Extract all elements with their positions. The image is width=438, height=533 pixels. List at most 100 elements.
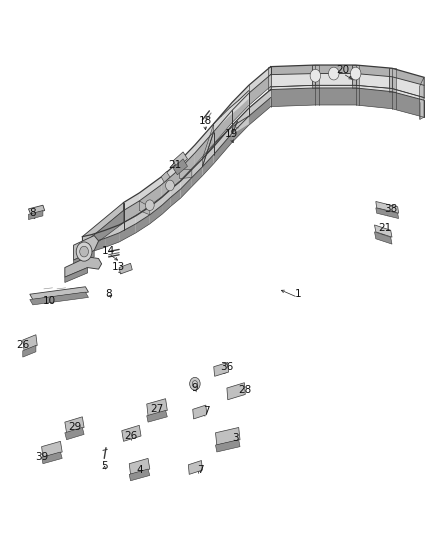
Polygon shape bbox=[195, 124, 214, 153]
Text: 9: 9 bbox=[191, 383, 198, 393]
Polygon shape bbox=[30, 292, 88, 305]
Polygon shape bbox=[82, 203, 124, 245]
Polygon shape bbox=[249, 67, 271, 93]
Polygon shape bbox=[42, 441, 62, 457]
Polygon shape bbox=[173, 159, 187, 175]
Polygon shape bbox=[356, 65, 392, 88]
Polygon shape bbox=[232, 85, 249, 110]
Polygon shape bbox=[420, 77, 424, 119]
Polygon shape bbox=[271, 65, 315, 75]
Text: 39: 39 bbox=[35, 453, 48, 462]
Polygon shape bbox=[161, 172, 170, 182]
Polygon shape bbox=[315, 65, 356, 85]
Polygon shape bbox=[389, 68, 396, 92]
Text: 4: 4 bbox=[136, 465, 143, 475]
Polygon shape bbox=[28, 211, 43, 220]
Polygon shape bbox=[136, 215, 150, 233]
Polygon shape bbox=[374, 232, 392, 244]
Polygon shape bbox=[171, 189, 180, 206]
Polygon shape bbox=[162, 197, 171, 214]
Polygon shape bbox=[249, 75, 271, 106]
Polygon shape bbox=[129, 469, 150, 481]
Polygon shape bbox=[139, 201, 150, 215]
Polygon shape bbox=[192, 167, 202, 187]
Polygon shape bbox=[202, 147, 214, 167]
Polygon shape bbox=[202, 116, 249, 167]
Polygon shape bbox=[374, 225, 392, 237]
Polygon shape bbox=[124, 201, 139, 223]
Circle shape bbox=[145, 200, 154, 211]
Circle shape bbox=[80, 246, 88, 257]
Text: 7: 7 bbox=[197, 465, 204, 475]
Text: 21: 21 bbox=[378, 223, 391, 233]
Polygon shape bbox=[129, 458, 150, 474]
Polygon shape bbox=[356, 88, 392, 109]
Polygon shape bbox=[180, 145, 195, 169]
Text: 18: 18 bbox=[198, 116, 212, 126]
Text: 27: 27 bbox=[150, 405, 163, 414]
Polygon shape bbox=[249, 90, 271, 116]
Polygon shape bbox=[180, 153, 195, 181]
Circle shape bbox=[166, 180, 174, 191]
Polygon shape bbox=[352, 65, 359, 88]
Polygon shape bbox=[215, 427, 240, 445]
Circle shape bbox=[190, 377, 200, 390]
Polygon shape bbox=[173, 152, 187, 168]
Text: 38: 38 bbox=[384, 204, 397, 214]
Polygon shape bbox=[312, 65, 319, 88]
Polygon shape bbox=[376, 208, 399, 219]
Polygon shape bbox=[271, 74, 315, 90]
Polygon shape bbox=[192, 159, 202, 177]
Polygon shape bbox=[162, 189, 171, 205]
Polygon shape bbox=[232, 93, 249, 123]
Polygon shape bbox=[315, 74, 356, 88]
Text: 5: 5 bbox=[101, 462, 108, 471]
Polygon shape bbox=[392, 68, 424, 85]
Polygon shape bbox=[315, 65, 356, 74]
Polygon shape bbox=[161, 161, 180, 185]
Text: 8: 8 bbox=[105, 289, 112, 299]
Text: 26: 26 bbox=[16, 341, 29, 350]
Polygon shape bbox=[171, 181, 180, 197]
Polygon shape bbox=[74, 236, 99, 260]
Text: 7: 7 bbox=[203, 407, 210, 416]
Polygon shape bbox=[30, 287, 88, 300]
Polygon shape bbox=[376, 201, 399, 213]
Polygon shape bbox=[139, 185, 161, 213]
Text: 1: 1 bbox=[294, 289, 301, 299]
Polygon shape bbox=[23, 345, 36, 357]
Text: 21: 21 bbox=[169, 160, 182, 170]
Polygon shape bbox=[214, 133, 232, 164]
Polygon shape bbox=[65, 417, 84, 433]
Polygon shape bbox=[92, 230, 105, 243]
Polygon shape bbox=[74, 251, 94, 266]
Polygon shape bbox=[268, 67, 271, 90]
Polygon shape bbox=[180, 169, 192, 189]
Polygon shape bbox=[82, 243, 92, 254]
Text: 28: 28 bbox=[238, 385, 251, 395]
Polygon shape bbox=[214, 362, 229, 376]
Polygon shape bbox=[227, 383, 245, 400]
Text: 36: 36 bbox=[220, 362, 233, 372]
Polygon shape bbox=[392, 68, 424, 98]
Polygon shape bbox=[28, 205, 45, 214]
Polygon shape bbox=[119, 263, 132, 274]
Polygon shape bbox=[139, 177, 161, 201]
Polygon shape bbox=[161, 169, 180, 197]
Polygon shape bbox=[23, 335, 37, 351]
Polygon shape bbox=[65, 268, 88, 282]
Polygon shape bbox=[180, 177, 192, 198]
Text: 10: 10 bbox=[42, 296, 56, 306]
Circle shape bbox=[76, 242, 92, 261]
Text: 13: 13 bbox=[112, 262, 125, 271]
Polygon shape bbox=[214, 110, 232, 144]
Polygon shape bbox=[136, 207, 150, 224]
Polygon shape bbox=[82, 211, 124, 254]
Polygon shape bbox=[356, 65, 392, 77]
Polygon shape bbox=[214, 125, 232, 155]
Polygon shape bbox=[215, 440, 240, 452]
Polygon shape bbox=[232, 116, 249, 142]
Polygon shape bbox=[124, 193, 139, 211]
Polygon shape bbox=[150, 205, 162, 224]
Polygon shape bbox=[392, 77, 424, 100]
